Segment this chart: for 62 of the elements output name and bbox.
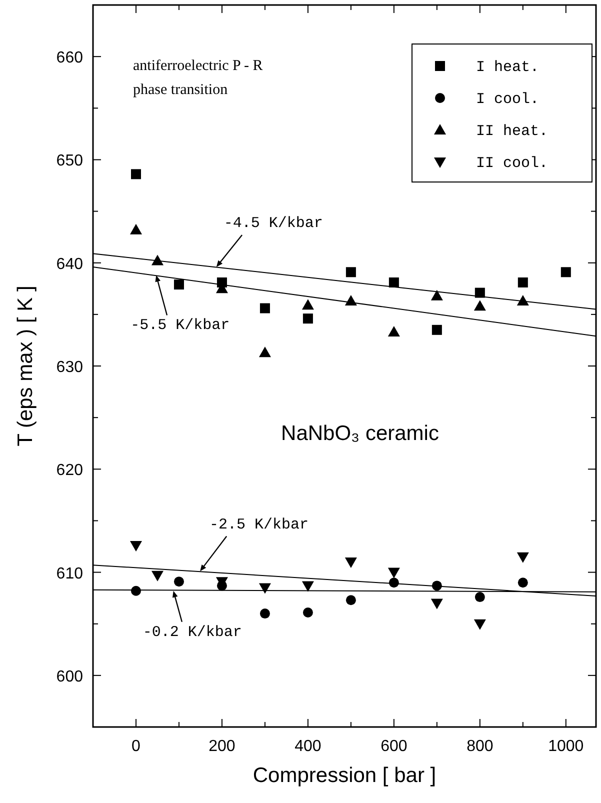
y-tick-label: 600 [56,668,84,686]
point [151,570,164,582]
point [302,299,314,310]
x-tick-label: 400 [294,738,322,755]
annotation: -4.5 K/kbar [224,214,323,232]
point [474,300,486,311]
point [130,224,142,234]
x-tick-label: 600 [380,738,408,755]
x-tick-label: 0 [132,738,141,755]
annotation: -5.5 K/kbar [130,317,230,334]
point [344,295,357,306]
point [388,578,399,588]
point [258,346,271,358]
point [516,552,529,563]
point [388,568,400,578]
x-tick-label: 1000 [548,738,584,755]
point [151,254,164,266]
point [516,295,529,306]
legend-label: II cool. [476,155,548,172]
legend-label: I cool. [476,91,540,108]
annotation: -0.2 K/kbar [142,624,242,641]
point [388,277,399,288]
point [430,598,443,610]
point [258,583,271,594]
y-tick-label: 650 [56,152,84,170]
annotation: NaNbO₃ ceramic [281,422,439,445]
y-tick-label: 630 [56,359,84,376]
point [302,581,314,592]
point [260,608,270,619]
x-tick-label: 800 [466,738,494,755]
point [474,288,485,298]
point [344,557,357,568]
point [302,608,313,618]
point [474,592,485,602]
point [432,324,442,335]
point [346,267,356,278]
point [430,290,443,300]
point [174,280,184,290]
y-axis-title: T (eps max ) [ K ] [14,286,37,446]
y-tick-label: 610 [56,565,84,582]
legend-label: II heat. [476,123,548,140]
point [346,595,356,606]
point [130,540,142,552]
point [518,277,528,288]
point [130,169,141,180]
point [174,576,184,587]
x-tick-label: 200 [208,738,236,755]
y-tick-label: 660 [56,50,84,67]
point [302,314,313,324]
point [474,619,486,630]
annotation: antiferroelectric P - R phase transition [133,58,263,98]
point [432,580,442,591]
point [388,326,400,336]
point [560,267,571,278]
point [130,586,141,596]
point [260,303,270,314]
y-tick-label: 620 [56,462,84,480]
legend-label: I heat. [476,59,540,76]
annotation: -2.5 K/kbar [210,516,309,534]
point [518,578,528,588]
y-tick-label: 640 [56,256,84,273]
x-axis-title: Compression [ bar ] [252,764,436,787]
